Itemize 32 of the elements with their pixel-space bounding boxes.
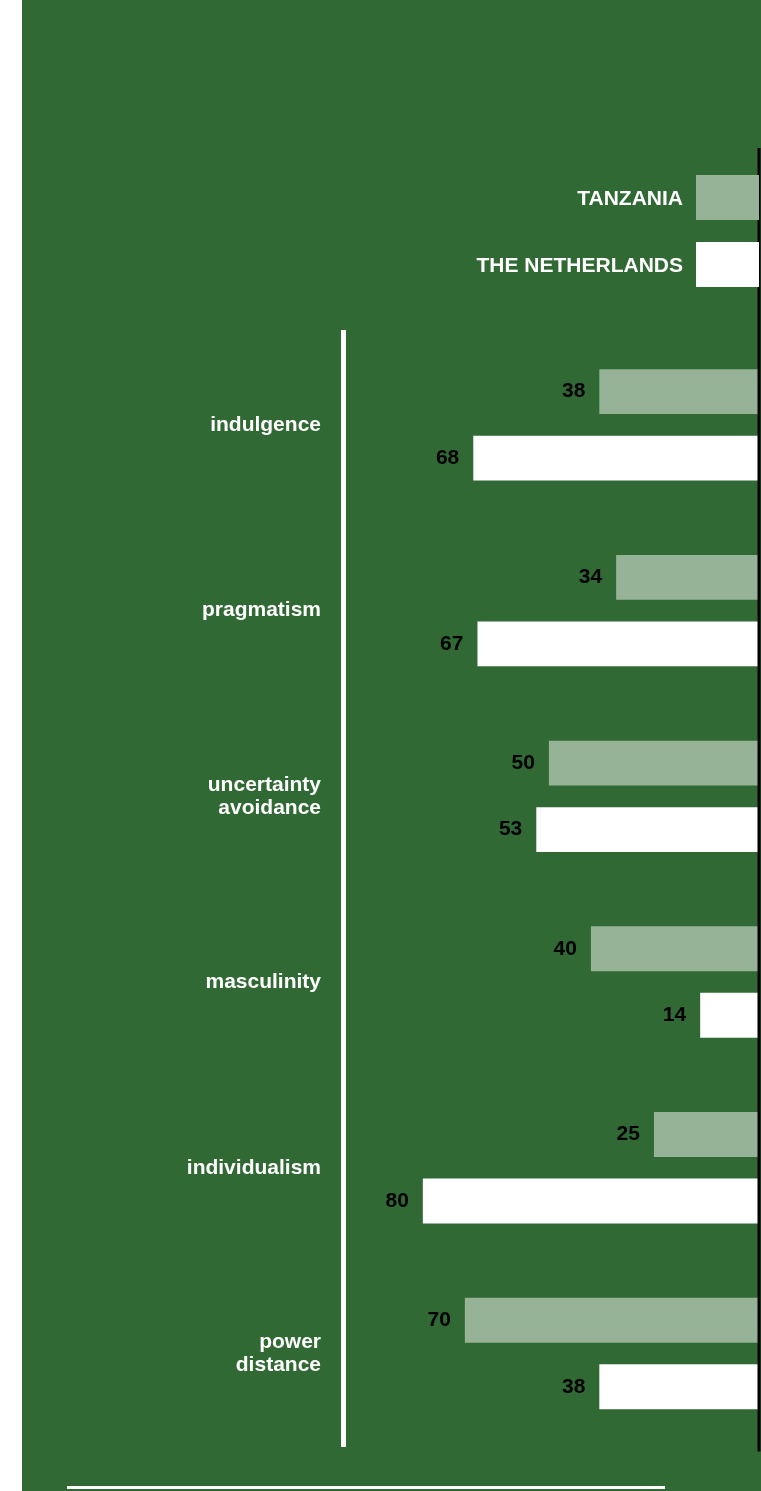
- data-label: 34: [578, 564, 603, 588]
- data-label: 70: [427, 1307, 451, 1331]
- data-label: 80: [385, 1187, 409, 1211]
- data-label: 68: [435, 444, 460, 468]
- bar: [536, 807, 759, 853]
- bar: [422, 1178, 759, 1224]
- y-tick-label: individualism: [186, 1154, 321, 1178]
- data-label: 25: [616, 1121, 641, 1145]
- data-label: 40: [553, 935, 577, 959]
- bar: [599, 1364, 759, 1410]
- bar: [548, 740, 759, 786]
- bar: [700, 992, 759, 1038]
- data-label: 14: [662, 1002, 687, 1026]
- data-label: 38: [561, 1373, 586, 1397]
- legend-label: TANZANIA: [577, 185, 683, 210]
- bar: [464, 1297, 759, 1343]
- data-label: 50: [511, 749, 535, 773]
- y-tick-label: uncertainty avoidance: [207, 771, 322, 818]
- legend-label: THE NETHERLANDS: [476, 252, 683, 277]
- data-label: 38: [561, 378, 586, 402]
- bar: [477, 621, 759, 667]
- bar: [473, 435, 759, 481]
- y-tick-label: pragmatism: [201, 597, 321, 621]
- y-tick-label: indulgence: [210, 411, 321, 435]
- y-tick-label: masculinity: [205, 968, 322, 992]
- bar: [653, 1112, 759, 1158]
- data-label: 67: [440, 630, 464, 654]
- bar: [616, 554, 759, 600]
- bar: [590, 926, 759, 972]
- bar: [599, 369, 759, 415]
- data-label: 53: [498, 816, 523, 840]
- y-tick-label: power distance: [235, 1328, 321, 1375]
